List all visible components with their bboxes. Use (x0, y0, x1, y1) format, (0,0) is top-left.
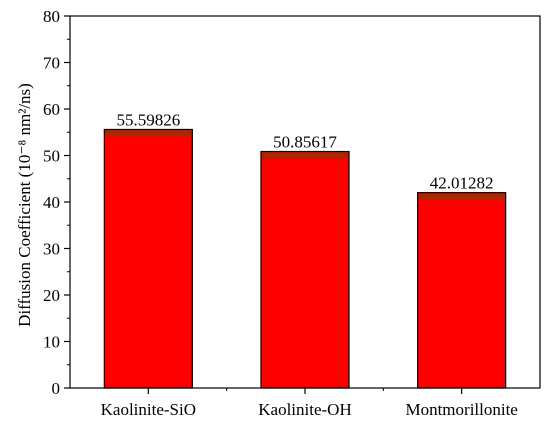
bar (103, 128, 193, 389)
x-axis-ticks: Kaolinite-SiO Kaolinite-OH Montmorillonite (101, 388, 518, 419)
bar-value-label: 50.85617 (273, 133, 337, 152)
bars (103, 128, 507, 389)
x-tick-label: Kaolinite-OH (258, 400, 351, 419)
y-tick-label: 40 (43, 193, 60, 212)
bar-top-band (105, 130, 192, 137)
y-tick-label: 0 (52, 379, 61, 398)
bar-value-label: 55.59826 (116, 110, 180, 129)
bar-top-band (262, 152, 348, 159)
y-tick-label: 10 (43, 333, 60, 352)
data-labels: 55.59826 50.85617 42.01282 (116, 110, 493, 192)
bar-top-band (418, 193, 505, 200)
y-axis-title: Diffusion Coefficient (10⁻⁸ nm²/ns) (15, 83, 34, 327)
y-axis-ticks: 0 10 20 30 40 50 60 70 80 (43, 7, 70, 398)
y-tick-label: 20 (43, 286, 60, 305)
bar (260, 150, 350, 389)
y-tick-label: 50 (43, 147, 60, 166)
x-tick-label: Kaolinite-SiO (101, 400, 196, 419)
y-tick-label: 70 (43, 54, 60, 73)
y-tick-label: 60 (43, 100, 60, 119)
y-tick-label: 80 (43, 7, 60, 26)
bar (417, 192, 507, 389)
x-tick-label: Montmorillonite (405, 400, 517, 419)
bar-value-label: 42.01282 (430, 174, 494, 193)
y-tick-label: 30 (43, 240, 60, 259)
